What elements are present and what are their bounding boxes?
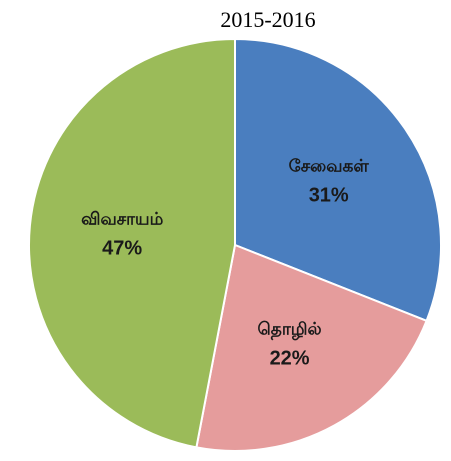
- pie-slice: [234, 37, 442, 323]
- slice-value: 31%: [309, 185, 349, 207]
- pie-slice: [195, 243, 428, 452]
- slice-label: தொழில்: [258, 319, 322, 339]
- chart-title: 2015-2016: [220, 7, 315, 32]
- slice-value: 22%: [270, 348, 310, 370]
- slice-label: விவசாயம்: [81, 209, 163, 229]
- pie-slice: [28, 37, 236, 449]
- slice-value: 47%: [102, 238, 142, 260]
- slice-label: சேவைகள்: [289, 156, 370, 176]
